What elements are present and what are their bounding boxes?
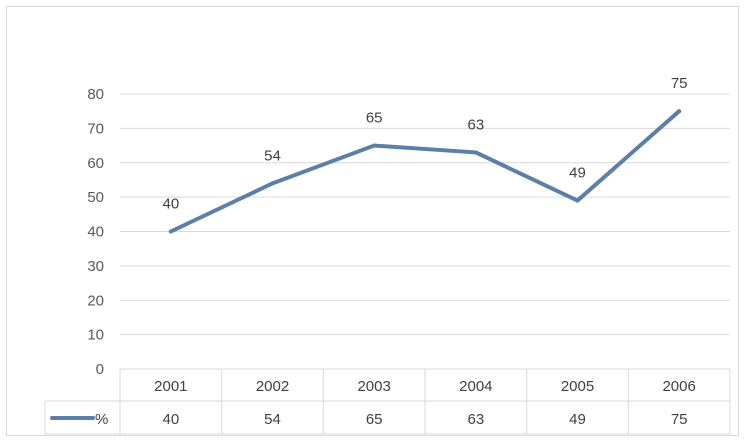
legend-series-name: % [95,411,108,428]
data-point [168,229,173,234]
x-category-label: 2002 [256,378,289,395]
y-tick-label: 10 [87,327,104,344]
y-tick-label: 0 [96,361,104,378]
table-value-cell: 65 [366,411,383,428]
y-tick-label: 70 [87,120,104,137]
y-axis-ticks: 0 10 20 30 40 50 60 70 80 [87,86,104,378]
y-tick-label: 30 [87,258,104,275]
data-labels: 40 54 65 63 49 75 [162,75,687,212]
table-value-cell: 54 [264,411,281,428]
y-tick-label: 50 [87,189,104,206]
y-tick-label: 80 [87,86,104,103]
gridlines [120,93,730,336]
table-value-cell: 40 [162,411,179,428]
x-category-label: 2004 [459,378,492,395]
y-tick-label: 40 [87,224,104,241]
data-point [372,143,377,148]
y-tick-label: 60 [87,155,104,172]
x-category-label: 2006 [662,378,695,395]
data-point [575,198,580,203]
data-point [270,181,275,186]
table-value-cell: 75 [671,411,688,428]
chart-frame [6,6,739,436]
data-label: 63 [467,116,484,133]
x-category-label: 2003 [357,378,390,395]
table-value-cell: 49 [569,411,586,428]
data-label: 75 [671,75,688,92]
x-category-label: 2005 [561,378,594,395]
data-label: 54 [264,147,281,164]
series-line [168,109,682,234]
data-label: 40 [162,196,179,213]
y-tick-label: 20 [87,292,104,309]
table-value-cell: 63 [467,411,484,428]
data-label: 49 [569,165,586,182]
data-table: 2001 40 2002 54 2003 65 2004 63 2005 49 2006 75% [44,368,731,435]
data-point [473,150,478,155]
series-layer [168,109,682,234]
data-point [677,109,682,114]
x-category-label: 2001 [154,378,187,395]
data-label: 65 [366,110,383,127]
